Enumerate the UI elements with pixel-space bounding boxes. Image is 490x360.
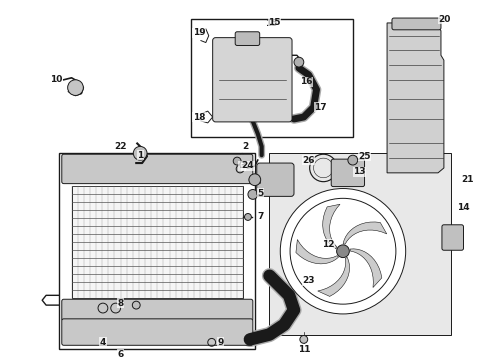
Text: 12: 12 [322,240,335,249]
FancyBboxPatch shape [213,38,292,122]
Circle shape [132,301,140,309]
Circle shape [233,157,241,165]
Bar [191,19,353,136]
Text: 24: 24 [242,162,254,171]
FancyBboxPatch shape [62,319,253,345]
Text: 6: 6 [118,350,123,359]
Polygon shape [343,222,387,244]
Circle shape [245,213,251,220]
Text: 3: 3 [239,162,245,171]
FancyBboxPatch shape [62,299,253,321]
Circle shape [133,147,147,160]
Text: 14: 14 [457,203,470,212]
Text: 19: 19 [193,28,205,37]
Bar [72,186,243,298]
Polygon shape [350,249,382,288]
Text: 18: 18 [193,113,205,122]
Text: 16: 16 [300,77,313,86]
FancyBboxPatch shape [235,32,260,45]
FancyBboxPatch shape [62,154,253,184]
Text: 15: 15 [268,18,281,27]
Polygon shape [318,257,349,296]
Text: 13: 13 [353,167,366,176]
Circle shape [236,165,244,173]
Circle shape [248,189,258,199]
Bar [270,153,451,334]
FancyBboxPatch shape [442,225,464,250]
Polygon shape [296,239,339,264]
Circle shape [249,174,261,186]
Text: 11: 11 [297,345,310,354]
Text: 25: 25 [358,152,371,161]
FancyBboxPatch shape [257,163,294,196]
Circle shape [280,189,406,314]
Text: 20: 20 [439,14,451,23]
Polygon shape [387,23,444,173]
Text: 17: 17 [314,103,327,112]
Text: 1: 1 [137,151,143,160]
Bar [59,153,255,349]
Text: 9: 9 [218,338,224,347]
Text: 21: 21 [461,175,474,184]
Text: 5: 5 [258,189,264,198]
Circle shape [294,57,304,67]
Text: 10: 10 [49,75,62,84]
Circle shape [337,245,349,258]
Polygon shape [323,204,340,249]
Text: 23: 23 [302,276,315,285]
Text: 15: 15 [265,19,278,28]
Circle shape [300,336,308,343]
Text: 22: 22 [114,142,127,151]
Text: 8: 8 [118,299,123,308]
Circle shape [348,155,358,165]
FancyBboxPatch shape [331,159,365,186]
Text: 7: 7 [257,212,264,221]
Text: 26: 26 [302,156,315,165]
Text: 2: 2 [242,142,248,151]
Text: 4: 4 [100,338,106,347]
Circle shape [68,80,83,95]
FancyBboxPatch shape [392,18,441,30]
